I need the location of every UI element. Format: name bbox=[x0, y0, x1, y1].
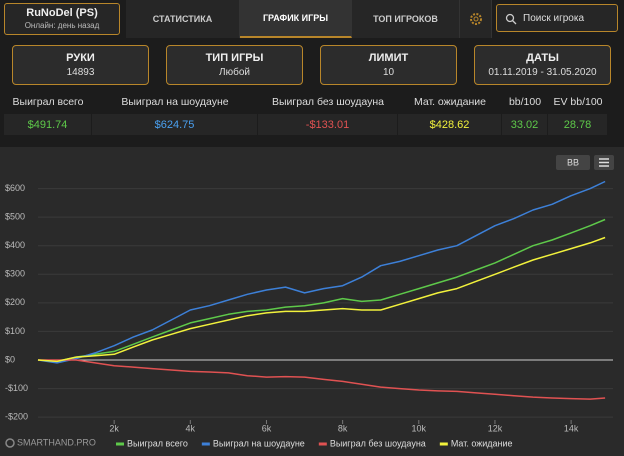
stat-value: $428.62 bbox=[398, 114, 502, 135]
y-tick-label: $100 bbox=[5, 326, 25, 336]
search-input[interactable]: Поиск игрока bbox=[496, 4, 618, 32]
x-tick-label: 6k bbox=[262, 423, 272, 433]
brand: SMARTHAND.PRO bbox=[17, 437, 96, 447]
legend-label: Выиграл на шоудауне bbox=[213, 438, 305, 448]
card-value: 10 bbox=[382, 67, 395, 78]
brand-icon bbox=[5, 438, 15, 448]
card[interactable]: РУКИ 14893 bbox=[12, 45, 149, 85]
series-line bbox=[37, 218, 606, 363]
menu-icon bbox=[599, 158, 609, 167]
user-status: Онлайн: день назад bbox=[24, 21, 100, 30]
card-label: ТИП ИГРЫ bbox=[205, 52, 264, 64]
x-tick-label: 10k bbox=[412, 423, 427, 433]
chart-panel bbox=[0, 147, 624, 456]
stat-value: 28.78 bbox=[548, 114, 608, 135]
search-placeholder: Поиск игрока bbox=[523, 12, 585, 24]
stat-header: EV bb/100 bbox=[553, 96, 603, 108]
stat-value: $491.74 bbox=[4, 114, 92, 135]
x-tick-label: 4k bbox=[186, 423, 196, 433]
y-tick-label: $400 bbox=[5, 240, 25, 250]
card-value: 01.11.2019 - 31.05.2020 bbox=[488, 67, 597, 78]
y-tick-label: -$100 bbox=[5, 383, 28, 393]
card[interactable]: ТИП ИГРЫ Любой bbox=[166, 45, 303, 85]
stat-value: -$133.01 bbox=[258, 114, 398, 135]
user-box[interactable]: RuNoDel (PS) Онлайн: день назад bbox=[4, 3, 120, 35]
x-tick-label: 2k bbox=[109, 423, 119, 433]
search-icon bbox=[505, 13, 517, 25]
card-label: РУКИ bbox=[66, 52, 95, 64]
y-tick-label: $0 bbox=[5, 354, 15, 364]
series-line bbox=[38, 359, 606, 400]
bb-button[interactable] bbox=[556, 155, 590, 170]
series-line bbox=[37, 180, 606, 364]
series-line bbox=[37, 236, 606, 363]
legend-label: Мат. ожидание bbox=[451, 438, 513, 448]
bb-button-label: BB bbox=[567, 157, 579, 167]
x-tick-label: 12k bbox=[488, 423, 503, 433]
tab[interactable]: ТОП ИГРОКОВ bbox=[352, 0, 460, 38]
stat-header: Выиграл на шоудауне bbox=[121, 96, 229, 108]
card-value: Любой bbox=[219, 67, 250, 78]
tab[interactable]: СТАТИСТИКА bbox=[126, 0, 240, 38]
card[interactable]: ДАТЫ 01.11.2019 - 31.05.2020 bbox=[474, 45, 611, 85]
stat-header: bb/100 bbox=[508, 96, 542, 108]
stat-header: Выиграл всего bbox=[12, 96, 84, 108]
y-tick-label: $300 bbox=[5, 269, 25, 279]
y-tick-label: $600 bbox=[5, 183, 25, 193]
gear bbox=[469, 13, 482, 25]
stat-value: $624.75 bbox=[92, 114, 258, 135]
card-label: ЛИМИТ bbox=[368, 52, 409, 64]
stat-header: Мат. ожидание bbox=[413, 96, 487, 108]
x-tick-label: 8k bbox=[338, 423, 348, 433]
settings-icon[interactable] bbox=[460, 0, 492, 38]
tab-active[interactable]: ГРАФИК ИГРЫ bbox=[240, 0, 352, 38]
card[interactable]: ЛИМИТ 10 bbox=[320, 45, 457, 85]
legend-label: Выиграл всего bbox=[127, 438, 188, 448]
card-value: 14893 bbox=[66, 67, 95, 78]
stat-value: 33.02 bbox=[502, 114, 548, 135]
stat-header: Выиграл без шоудауна bbox=[272, 96, 384, 108]
x-tick-label: 14k bbox=[564, 423, 579, 433]
legend-label: Выиграл без шоудауна bbox=[330, 438, 426, 448]
user-name: RuNoDel (PS) bbox=[26, 7, 98, 19]
y-tick-label: $200 bbox=[5, 297, 25, 307]
y-tick-label: -$200 bbox=[5, 412, 28, 422]
card-label: ДАТЫ bbox=[526, 52, 559, 64]
y-tick-label: $500 bbox=[5, 212, 25, 222]
